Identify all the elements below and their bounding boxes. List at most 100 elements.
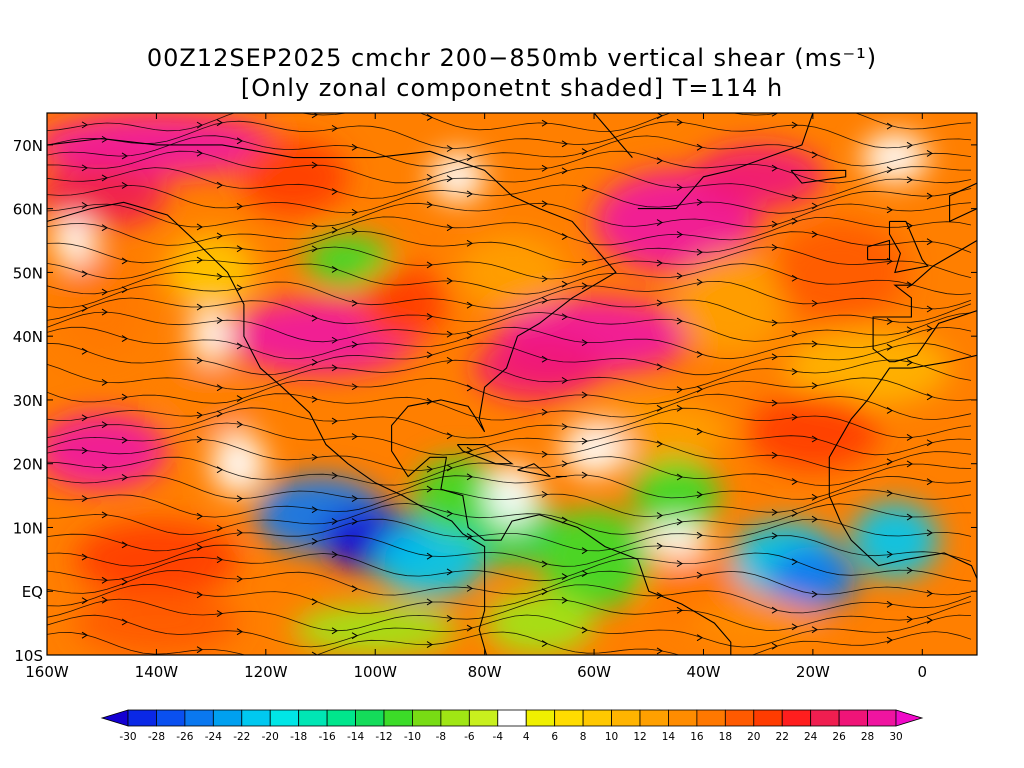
streamline: [47, 488, 972, 518]
streamline-arrow: [771, 164, 778, 172]
streamline-arrow: [906, 566, 913, 574]
streamline-arrow: [81, 270, 88, 278]
streamline-arrow: [101, 224, 108, 232]
streamline-arrow: [886, 489, 893, 497]
streamline-arrow: [236, 245, 243, 253]
streamline-arrow: [926, 192, 933, 200]
lat-tick-label: 40N: [13, 328, 43, 346]
streamline-arrow: [656, 512, 663, 519]
coastline: [637, 113, 814, 210]
streamline-arrow: [811, 382, 818, 390]
streamline-arrow: [351, 585, 358, 593]
streamline-arrow: [791, 274, 798, 282]
streamline-arrow: [656, 404, 663, 412]
streamline-arrow: [926, 393, 933, 401]
streamline-arrow: [311, 395, 318, 403]
streamline-arrow: [791, 368, 798, 376]
streamline-arrow: [446, 356, 453, 364]
streamline-arrow: [81, 347, 88, 355]
streamline-arrow: [926, 149, 933, 157]
colorbar-label: 24: [804, 731, 818, 743]
coastline: [867, 239, 891, 261]
streamline-arrow: [216, 316, 223, 324]
streamline-arrow: [311, 453, 318, 461]
streamline-arrow: [121, 436, 128, 444]
streamline-arrow: [196, 256, 203, 264]
shading-blob: [692, 144, 824, 209]
streamline-arrow: [331, 336, 338, 344]
streamline-arrow: [771, 399, 778, 407]
colorbar-box: [838, 709, 868, 727]
streamline: [47, 113, 972, 132]
streamline-arrow: [311, 113, 318, 119]
streamline-arrow: [656, 113, 663, 120]
streamline-arrow: [656, 219, 663, 226]
coastline: [888, 220, 929, 274]
colorbar-box: [810, 709, 840, 727]
streamline-arrow: [581, 258, 588, 266]
shading-blob: [74, 591, 239, 655]
streamline: [47, 311, 972, 343]
lon-tick-label: 140W: [135, 663, 179, 681]
streamline-arrow: [466, 301, 473, 309]
streamline-arrow: [236, 529, 243, 537]
streamline-arrow: [351, 518, 358, 525]
streamline-arrow: [811, 151, 818, 159]
streamline-arrow: [656, 157, 663, 165]
colorbar-box: [554, 709, 584, 727]
streamline-arrow: [791, 194, 798, 202]
streamline-arrow: [791, 330, 798, 338]
lat-tick-label: 20N: [13, 456, 43, 474]
streamline-arrow: [426, 598, 433, 606]
streamline-arrow: [581, 626, 588, 634]
streamline-arrow: [351, 228, 358, 235]
streamline-arrow: [466, 584, 473, 592]
streamline-arrow: [426, 465, 433, 473]
lon-tick-label: 60W: [577, 663, 611, 681]
streamline-arrow: [656, 592, 663, 599]
streamline-arrow: [696, 385, 703, 393]
streamline-arrow: [81, 164, 88, 172]
streamline-arrow: [196, 436, 203, 443]
streamline-arrow: [811, 202, 818, 210]
streamline-arrow: [351, 341, 358, 348]
streamline-arrow: [676, 473, 683, 481]
streamline-arrow: [101, 511, 108, 519]
streamline-arrow: [311, 161, 318, 169]
streamline-arrow: [331, 265, 338, 273]
colorbar-box: [582, 709, 612, 727]
streamline-arrow: [791, 121, 798, 129]
streamline-arrow: [656, 542, 663, 550]
shading-blob: [293, 603, 458, 655]
streamline-arrow: [696, 571, 703, 579]
colorbar-label: 26: [832, 731, 846, 743]
coastline: [517, 463, 551, 478]
streamline-arrow: [426, 201, 433, 209]
streamline-arrow: [466, 384, 473, 392]
streamline-arrow: [121, 578, 128, 586]
streamline-arrow: [101, 576, 108, 584]
streamline: [47, 631, 972, 655]
streamline: [47, 202, 972, 228]
streamline-arrow: [121, 541, 128, 549]
colorbar-box: [753, 709, 783, 727]
streamline-arrow: [426, 351, 433, 359]
colorbar-box: [867, 709, 897, 727]
streamline: [47, 377, 972, 405]
streamline-arrow: [561, 516, 568, 524]
streamline: [47, 552, 972, 582]
streamline-arrow: [676, 404, 683, 412]
streamline-arrow: [101, 379, 108, 386]
colorbar-box: [668, 709, 698, 727]
streamline-arrow: [541, 450, 548, 458]
colorbar-label: -26: [176, 731, 193, 743]
colorbar-label: 6: [551, 731, 558, 743]
colorbar-box: [412, 709, 442, 727]
streamline-arrow: [696, 634, 703, 642]
lat-tick-label: EQ: [22, 583, 43, 601]
shading-blob: [484, 591, 595, 655]
streamline-arrow: [561, 140, 568, 148]
streamline-arrow: [906, 460, 913, 468]
streamline-arrow: [886, 636, 893, 644]
streamline-arrow: [351, 495, 358, 502]
